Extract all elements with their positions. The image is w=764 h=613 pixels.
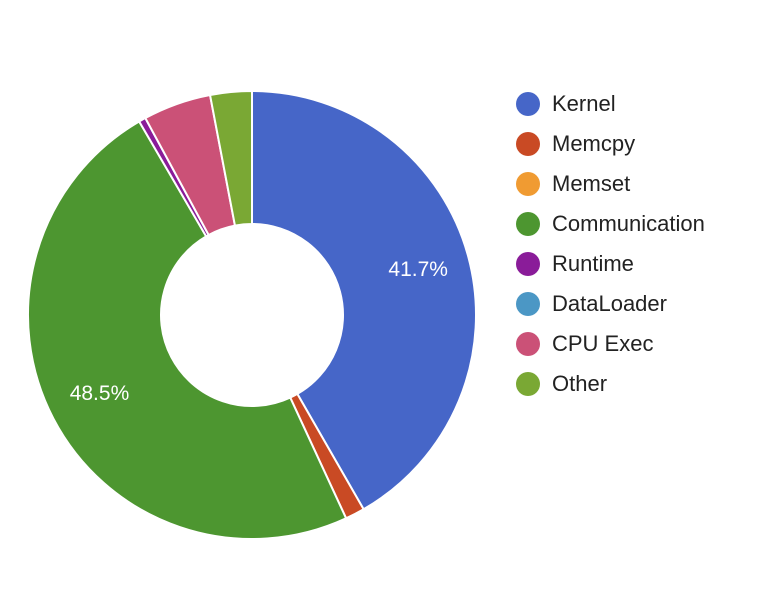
legend-swatch-cpu-exec	[516, 332, 540, 356]
legend-label-communication: Communication	[552, 211, 705, 236]
slice-other	[208, 89, 253, 227]
legend-item-communication[interactable]: Communication	[516, 204, 705, 244]
donut-slices	[27, 89, 477, 540]
legend-swatch-kernel	[516, 92, 540, 116]
legend-item-memset[interactable]: Memset	[516, 164, 705, 204]
slice-label-communication: 48.5%	[70, 382, 130, 405]
legend-item-other[interactable]: Other	[516, 364, 705, 404]
legend-item-kernel[interactable]: Kernel	[516, 84, 705, 124]
slice-communication	[27, 120, 348, 540]
legend-label-runtime: Runtime	[552, 251, 634, 276]
legend-swatch-dataloader	[516, 292, 540, 316]
legend-item-memcpy[interactable]: Memcpy	[516, 124, 705, 164]
legend-item-dataloader[interactable]: DataLoader	[516, 284, 705, 324]
legend-label-cpu-exec: CPU Exec	[552, 331, 654, 356]
slice-kernel	[251, 89, 477, 511]
legend-swatch-memset	[516, 172, 540, 196]
legend-label-other: Other	[552, 371, 608, 396]
legend-label-dataloader: DataLoader	[552, 291, 667, 316]
legend-label-kernel: Kernel	[552, 91, 616, 116]
legend-swatch-memcpy	[516, 132, 540, 156]
slice-label-kernel: 41.7%	[388, 258, 448, 281]
legend-item-runtime[interactable]: Runtime	[516, 244, 705, 284]
donut-slice-labels: 41.7% 48.5%	[70, 258, 448, 405]
legend-swatch-runtime	[516, 252, 540, 276]
legend-label-memcpy: Memcpy	[552, 131, 636, 156]
legend-swatch-other	[516, 372, 540, 396]
chart-legend: Kernel Memcpy Memset Communication Runtime Da…	[516, 84, 705, 404]
legend-item-cpu-exec[interactable]: CPU Exec	[516, 324, 705, 364]
legend-swatch-communication	[516, 212, 540, 236]
legend-label-memset: Memset	[552, 171, 631, 196]
